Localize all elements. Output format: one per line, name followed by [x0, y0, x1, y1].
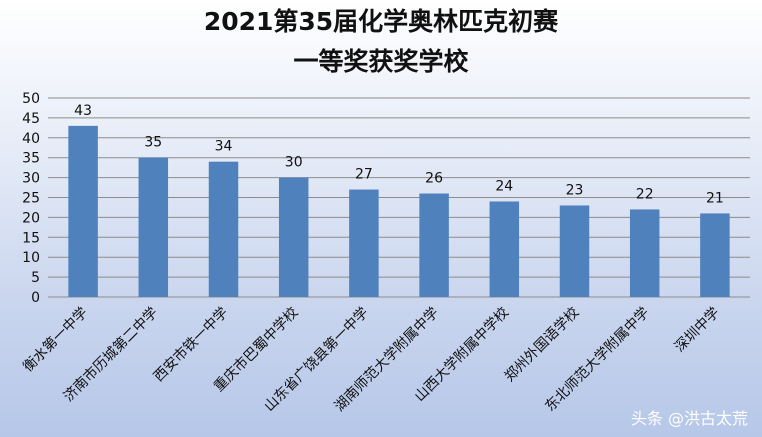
bar: [68, 125, 98, 297]
y-tick-label: 20: [22, 210, 40, 226]
bar: [349, 189, 379, 297]
bar-value-label: 22: [636, 186, 654, 202]
bar: [208, 161, 239, 297]
bar-value-label: 34: [215, 139, 233, 155]
y-tick-label: 45: [22, 111, 40, 127]
bar-value-label: 30: [285, 155, 303, 171]
y-tick-label: 25: [22, 191, 40, 207]
bar-value-label: 23: [566, 182, 584, 198]
bar-value-label: 35: [144, 135, 162, 151]
x-axis-category-labels: 衡水第一中学济南市历城第二中学西安市铁一中学重庆市巴蜀中学校山东省广饶县第一中学…: [20, 304, 723, 415]
y-tick-label: 50: [22, 91, 40, 107]
x-category-label: 衡水第一中学: [20, 304, 91, 375]
y-tick-label: 0: [31, 290, 40, 306]
y-tick-label: 10: [22, 250, 40, 266]
bar-value-label: 24: [495, 178, 513, 194]
bar: [559, 205, 590, 297]
bars: [68, 125, 730, 297]
bar-value-label: 43: [74, 103, 92, 119]
bar: [138, 157, 169, 297]
y-tick-label: 15: [22, 230, 40, 246]
y-tick-label: 35: [22, 151, 40, 167]
bar: [700, 213, 730, 297]
watermark-text: 头条 @洪古太荒: [631, 409, 748, 428]
chart-title-line-1: 2021第35届化学奥林匹克初赛: [204, 7, 559, 36]
x-category-label: 西安市铁一中学: [150, 304, 231, 385]
bar-value-label: 27: [355, 167, 373, 183]
bar: [489, 201, 520, 297]
bar: [419, 193, 449, 297]
bar-value-label: 26: [425, 171, 443, 187]
y-tick-label: 40: [22, 131, 40, 147]
bar-value-label: 21: [706, 190, 724, 206]
y-axis-tick-labels: 0 5 10 15 20 25 30 35 40 45 50: [22, 91, 40, 306]
bar: [278, 177, 309, 297]
x-category-label: 郑州外国语学校: [501, 304, 582, 385]
bar: [629, 209, 660, 297]
data-labels: 43 35 34 30 27 26 24 23 22 21: [74, 103, 724, 207]
y-tick-label: 30: [22, 171, 40, 187]
x-category-label: 深圳中学: [672, 305, 723, 356]
chart-title-line-2: 一等奖获奖学校: [293, 47, 469, 76]
y-tick-label: 5: [31, 270, 40, 286]
